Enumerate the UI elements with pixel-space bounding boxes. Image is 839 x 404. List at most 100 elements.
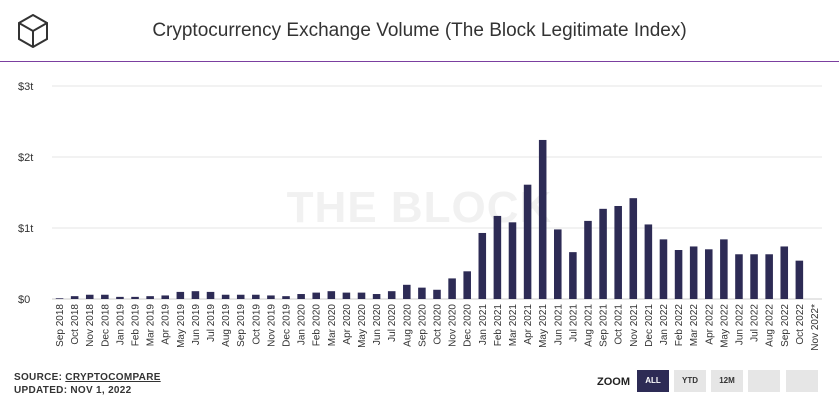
x-tick-label: Oct 2019 xyxy=(251,304,262,345)
bar[interactable] xyxy=(689,246,698,299)
chart-title: Cryptocurrency Exchange Volume (The Bloc… xyxy=(152,20,687,41)
bar[interactable] xyxy=(206,291,215,299)
x-tick-label: Aug 2020 xyxy=(402,304,413,347)
x-tick-label: Nov 2021 xyxy=(629,304,640,347)
bar[interactable] xyxy=(252,294,260,299)
bar[interactable] xyxy=(221,294,230,299)
x-tick-label: Jun 2022 xyxy=(734,304,745,346)
zoom-ytd-button[interactable]: YTD xyxy=(674,370,706,392)
bar[interactable] xyxy=(418,287,426,299)
x-tick-label: Apr 2022 xyxy=(704,304,715,345)
bar[interactable] xyxy=(704,249,713,299)
bar[interactable] xyxy=(569,252,577,299)
x-tick-label: Aug 2021 xyxy=(583,304,594,347)
bar[interactable] xyxy=(478,232,487,299)
bar[interactable] xyxy=(433,289,441,299)
bar[interactable] xyxy=(780,246,789,299)
x-tick-label: Jul 2021 xyxy=(568,304,579,342)
bar[interactable] xyxy=(463,271,471,299)
bar[interactable] xyxy=(493,215,502,299)
zoom-all-button[interactable]: ALL xyxy=(637,370,669,392)
x-tick-label: Apr 2021 xyxy=(523,304,534,345)
x-tick-label: Nov 2019 xyxy=(266,304,277,347)
bar[interactable] xyxy=(131,296,139,299)
bar[interactable] xyxy=(720,239,728,299)
bar[interactable] xyxy=(372,294,381,299)
bar[interactable] xyxy=(267,295,275,299)
bar[interactable] xyxy=(795,260,804,299)
bar[interactable] xyxy=(297,294,305,299)
bar[interactable] xyxy=(101,294,109,299)
bar[interactable] xyxy=(312,292,320,299)
bar[interactable] xyxy=(282,296,290,299)
x-tick-label: Dec 2018 xyxy=(100,304,111,347)
bar[interactable] xyxy=(387,291,396,299)
x-tick-label: Jul 2019 xyxy=(206,304,217,342)
x-tick-label: Dec 2020 xyxy=(463,304,474,347)
bar[interactable] xyxy=(584,220,592,299)
bar[interactable] xyxy=(629,198,638,299)
bar[interactable] xyxy=(357,292,366,299)
x-tick-label: Oct 2022 xyxy=(795,304,806,345)
the-block-logo-icon xyxy=(18,14,48,48)
bar[interactable] xyxy=(674,250,683,299)
x-tick-label: May 2020 xyxy=(357,304,368,348)
bar[interactable] xyxy=(614,205,622,299)
source-link[interactable]: CRYPTOCOMPARE xyxy=(65,372,161,383)
x-tick-label: Dec 2021 xyxy=(644,304,655,347)
x-tick-label: Feb 2020 xyxy=(312,304,323,347)
bar[interactable] xyxy=(659,239,668,299)
x-tick-label: Mar 2020 xyxy=(327,304,338,347)
bar[interactable] xyxy=(176,291,185,299)
bar[interactable] xyxy=(161,295,170,299)
bar[interactable] xyxy=(191,291,200,299)
bars xyxy=(55,139,804,299)
x-tick-label: Mar 2021 xyxy=(508,304,519,347)
y-tick-label: $1t xyxy=(18,223,33,235)
zoom-label: ZOOM xyxy=(597,376,630,388)
zoom-12m-button[interactable]: 12M xyxy=(711,370,743,392)
zoom-extra-button-1[interactable] xyxy=(748,370,780,392)
x-tick-label: Mar 2022 xyxy=(689,304,700,347)
x-tick-label: Jun 2019 xyxy=(191,304,202,346)
bar[interactable] xyxy=(735,254,743,299)
bar[interactable] xyxy=(236,294,245,299)
y-tick-label: $3t xyxy=(18,81,33,93)
bar[interactable] xyxy=(765,254,773,299)
x-tick-label: Jan 2019 xyxy=(115,304,126,346)
bar[interactable] xyxy=(644,224,653,299)
x-tick-label: May 2019 xyxy=(176,304,187,348)
x-tick-label: Jul 2022 xyxy=(750,304,761,342)
bar[interactable] xyxy=(116,296,124,299)
x-tick-label: Jun 2020 xyxy=(372,304,383,346)
x-tick-label: Oct 2021 xyxy=(614,304,625,345)
bar[interactable] xyxy=(554,229,562,299)
x-tick-label: Nov 2022* xyxy=(810,304,821,351)
x-tick-label: Mar 2019 xyxy=(146,304,157,347)
y-tick-label: $2t xyxy=(18,152,33,164)
bar[interactable] xyxy=(342,292,351,299)
x-tick-label: Oct 2020 xyxy=(433,304,444,345)
x-tick-label: Aug 2019 xyxy=(221,304,232,347)
bar[interactable] xyxy=(146,296,154,299)
x-tick-label: Sep 2019 xyxy=(236,304,247,347)
bar[interactable] xyxy=(538,139,547,299)
bar[interactable] xyxy=(85,294,94,299)
bar[interactable] xyxy=(750,254,758,299)
x-tick-label: May 2021 xyxy=(538,304,549,348)
bar[interactable] xyxy=(599,208,607,299)
bar[interactable] xyxy=(508,222,517,299)
x-tick-label: Jan 2022 xyxy=(659,304,670,346)
y-axis-ticks: $0 $1t $2t $3t xyxy=(18,81,33,306)
x-tick-label: Feb 2019 xyxy=(131,304,142,347)
bar[interactable] xyxy=(327,291,336,299)
bar[interactable] xyxy=(70,296,79,299)
zoom-extra-button-2[interactable] xyxy=(786,370,818,392)
bar[interactable] xyxy=(403,284,411,299)
x-tick-label: May 2022 xyxy=(719,304,730,348)
bar[interactable] xyxy=(55,298,64,299)
bar[interactable] xyxy=(523,184,532,299)
bar[interactable] xyxy=(448,278,456,299)
updated-date: UPDATED: NOV 1, 2022 xyxy=(14,385,132,396)
title-divider xyxy=(0,61,839,62)
